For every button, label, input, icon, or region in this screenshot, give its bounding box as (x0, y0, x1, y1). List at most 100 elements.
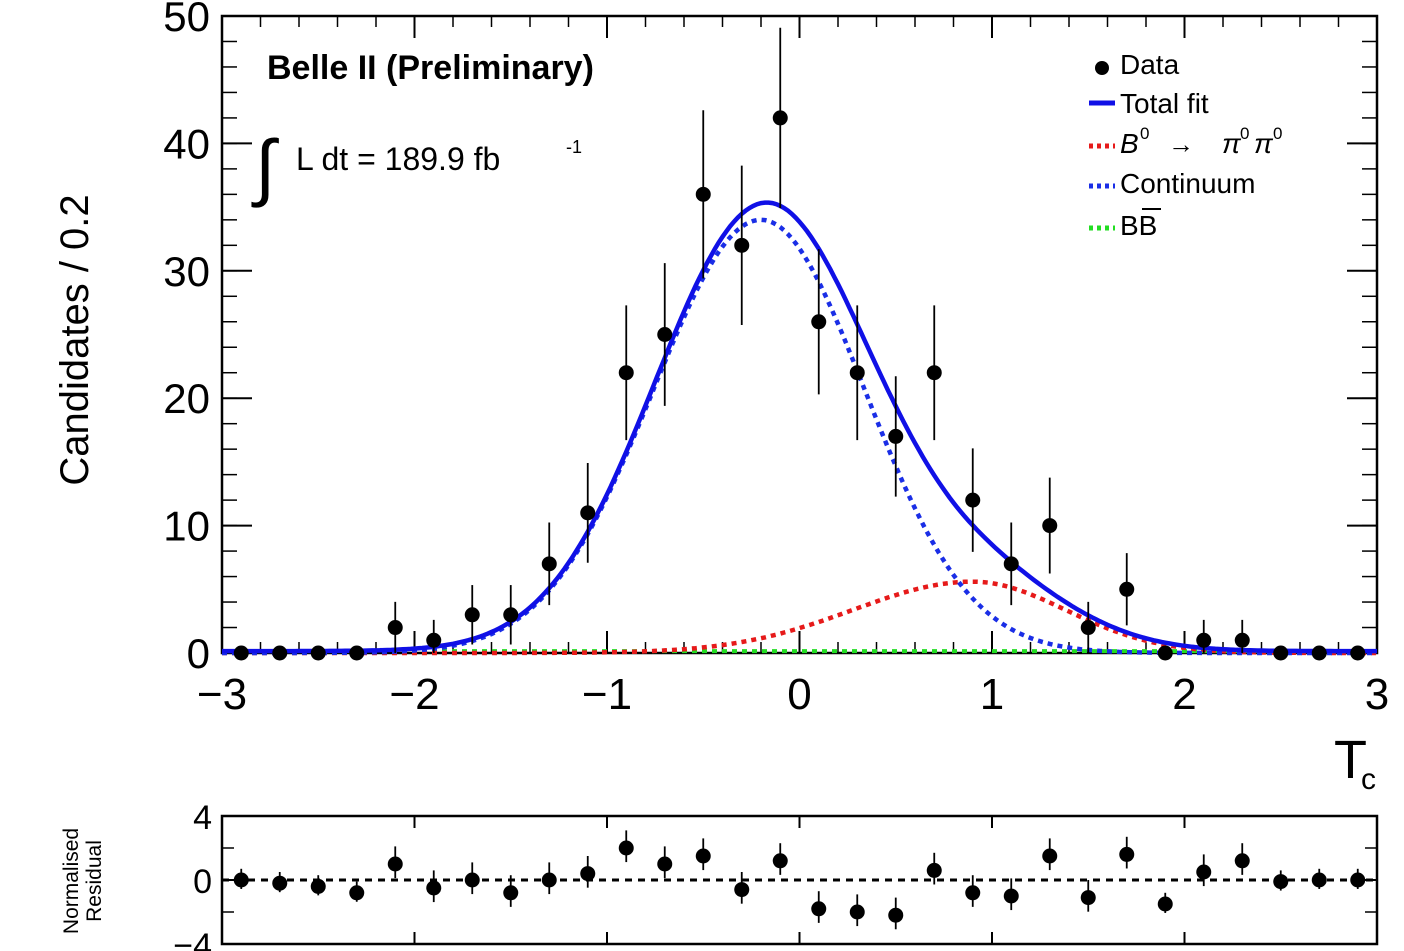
residual-point (310, 878, 326, 894)
total-fit-curve (222, 200, 1377, 654)
x-tick-label: −1 (582, 670, 632, 719)
residual-y-label-line1: Normalised (60, 828, 83, 934)
data-point (772, 110, 788, 126)
data-point (1196, 632, 1212, 648)
residual-point (1003, 888, 1019, 904)
residual-point (772, 853, 788, 869)
residual-point (1080, 890, 1096, 906)
x-axis-label: T (1334, 730, 1367, 790)
residual-plot-panel: 4 0 −4 (173, 799, 1379, 951)
x-tick-label: −3 (197, 670, 247, 719)
y-tick-label: 30 (163, 248, 210, 295)
residual-point (349, 885, 365, 901)
legend-item-signal: B 0 → π 0 π 0 (1089, 124, 1282, 159)
data-point (349, 645, 365, 661)
residual-point (1311, 872, 1327, 888)
continuum-fit-curve (222, 217, 1377, 656)
residual-point (1042, 848, 1058, 864)
x-tick-label: 2 (1172, 670, 1196, 719)
integral-symbol: ∫ (251, 125, 279, 208)
x-tick-label: −2 (389, 670, 439, 719)
x-tick-label: 1 (980, 670, 1004, 719)
residual-point (426, 880, 442, 896)
residual-y-tick-label: 0 (193, 863, 212, 901)
residual-point (1157, 896, 1173, 912)
y-tick-label: 20 (163, 375, 210, 422)
data-point (541, 556, 557, 572)
plot-title: Belle II (Preliminary) (267, 49, 594, 87)
legend-label-signal: B (1120, 128, 1139, 159)
residual-point (272, 875, 288, 891)
residual-point (580, 866, 596, 882)
data-point (1157, 645, 1173, 661)
data-point (387, 620, 403, 636)
residual-point (888, 907, 904, 923)
y-tick-label: 10 (163, 503, 210, 550)
data-point (1311, 645, 1327, 661)
residual-point (618, 840, 634, 856)
residual-point (926, 862, 942, 878)
y-tick-label: 40 (163, 120, 210, 167)
legend-label-total-fit: Total fit (1120, 88, 1209, 119)
x-tick-label: 3 (1365, 670, 1389, 719)
y-axis-label: Candidates / 0.2 (53, 194, 97, 485)
residual-point (541, 872, 557, 888)
luminosity-exponent: -1 (566, 137, 582, 157)
data-point (1042, 518, 1058, 534)
data-point (233, 645, 249, 661)
x-tick-label: 0 (787, 670, 811, 719)
residual-point (1350, 872, 1366, 888)
legend-label-data: Data (1120, 49, 1180, 80)
data-point (695, 186, 711, 202)
residual-point (734, 882, 750, 898)
luminosity-label: L dt = 189.9 fb (296, 141, 500, 177)
legend-label-signal-pi1: π (1222, 128, 1242, 159)
residual-point (1119, 846, 1135, 862)
data-point (965, 492, 981, 508)
x-axis-label-subscript: c (1361, 763, 1376, 796)
data-point (464, 607, 480, 623)
legend-item-data: Data (1095, 49, 1180, 80)
data-point (272, 645, 288, 661)
residual-y-tick-label: 4 (193, 799, 212, 837)
legend-item-total-fit: Total fit (1089, 88, 1209, 119)
legend-label-signal-arrow: → (1168, 129, 1194, 159)
legend-marker-data (1095, 61, 1109, 75)
residual-point (1196, 864, 1212, 880)
residual-point (503, 885, 519, 901)
residual-y-label-line2: Residual (83, 840, 106, 922)
data-point (734, 237, 750, 253)
data-point (811, 314, 827, 330)
legend-item-bbbar: BB (1089, 208, 1161, 241)
legend-label-continuum: Continuum (1120, 168, 1255, 199)
data-point (618, 365, 634, 381)
residual-point (811, 901, 827, 917)
y-tick-label: 50 (163, 0, 210, 40)
y-tick-label: 0 (187, 630, 210, 677)
data-point (1119, 581, 1135, 597)
residual-point (1273, 874, 1289, 890)
legend-label-signal-sup2: 0 (1240, 124, 1249, 143)
residual-point (695, 848, 711, 864)
residual-point (464, 872, 480, 888)
data-point (580, 505, 596, 521)
residual-point (1234, 853, 1250, 869)
data-point (426, 632, 442, 648)
data-point (657, 327, 673, 342)
data-point (1273, 645, 1289, 661)
legend-label-bbbar: BB (1120, 210, 1157, 241)
data-point (1003, 556, 1019, 572)
legend-label-signal-sup1: 0 (1140, 124, 1149, 143)
data-point (503, 607, 519, 623)
residual-point (965, 885, 981, 901)
data-point (1234, 632, 1250, 648)
residual-y-tick-label: −4 (173, 927, 212, 951)
data-point (1080, 620, 1096, 636)
legend: Data Total fit B 0 → π 0 π 0 Continuum B… (1089, 49, 1282, 241)
residual-point (387, 856, 403, 872)
legend-label-signal-pi2: π (1254, 128, 1274, 159)
legend-label-signal-sup3: 0 (1273, 124, 1282, 143)
residual-point (233, 872, 249, 888)
